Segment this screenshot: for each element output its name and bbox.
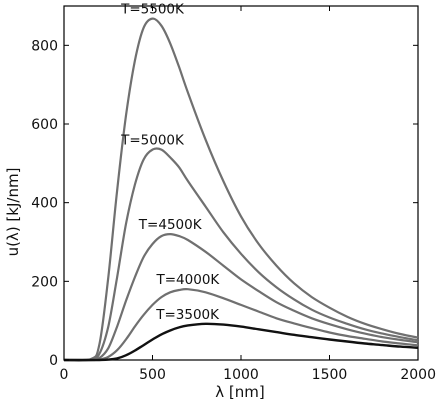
y-tick-label: 200 bbox=[31, 274, 58, 290]
series-line-t-4500k bbox=[63, 233, 419, 362]
x-tick-label: 1000 bbox=[223, 367, 259, 383]
y-tick-label: 0 bbox=[49, 353, 58, 369]
x-tick-label: 0 bbox=[60, 367, 69, 383]
series-line-t-5500k bbox=[63, 17, 419, 362]
series-label: T=4500K bbox=[138, 217, 203, 233]
series-curves bbox=[63, 17, 419, 362]
y-tick-label: 400 bbox=[31, 196, 58, 212]
series-label: T=4000K bbox=[156, 272, 221, 288]
series-line-t-5000k bbox=[63, 147, 419, 362]
y-axis: 0 200 400 600 800 bbox=[31, 38, 418, 369]
x-axis-label: λ [nm] bbox=[215, 383, 264, 401]
x-tick-label: 500 bbox=[139, 367, 166, 383]
y-tick-label: 800 bbox=[31, 38, 58, 54]
x-tick-label: 1500 bbox=[312, 367, 348, 383]
x-axis: 0 500 1000 1500 2000 bbox=[60, 6, 436, 383]
x-tick-label: 2000 bbox=[400, 367, 436, 383]
series-label: T=3500K bbox=[155, 307, 220, 323]
series-line-t-4000k bbox=[63, 287, 419, 362]
series-line-t-3500k bbox=[64, 322, 419, 362]
y-tick-label: 600 bbox=[31, 117, 58, 133]
series-label: T=5000K bbox=[120, 133, 185, 149]
y-axis-label: u(λ) [kJ/nm] bbox=[4, 168, 22, 257]
